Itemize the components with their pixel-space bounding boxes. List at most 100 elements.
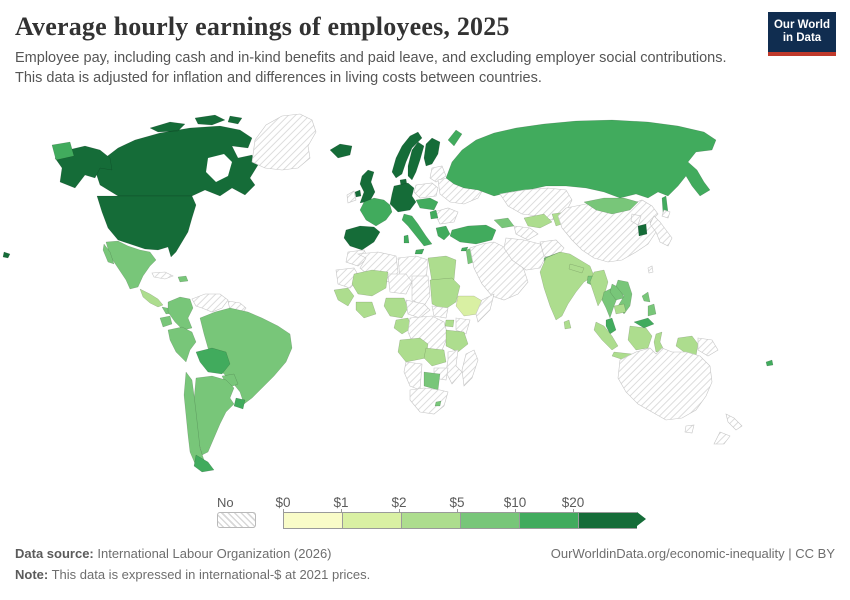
country-chile-south[interactable] [193,454,215,473]
country-romania-bulgaria[interactable] [433,207,459,225]
country-north-korea[interactable] [630,213,642,226]
country-madagascar[interactable] [461,349,479,387]
country-norway[interactable] [391,131,423,179]
country-senegal-guinea[interactable] [333,287,355,307]
country-iceland[interactable] [329,143,353,159]
country-sicily[interactable] [414,248,425,255]
country-hawaii[interactable] [2,251,11,259]
country-myanmar[interactable] [589,269,609,307]
legend-segment-3[interactable] [460,512,519,529]
country-bolivia[interactable] [195,347,231,375]
country-borneo-north[interactable] [633,317,655,329]
country-india[interactable] [539,251,595,321]
country-uzbekistan[interactable] [523,213,553,229]
country-mozambique[interactable] [445,349,463,385]
country-central-america[interactable] [139,288,164,308]
country-iran[interactable] [503,237,547,271]
country-kenya[interactable] [455,317,471,335]
legend-segment-1[interactable] [342,512,401,529]
country-indonesia-sumatra[interactable] [593,321,619,351]
country-papua-new-guinea[interactable] [697,337,719,357]
country-usa[interactable] [96,195,197,258]
country-indonesia-kalimantan[interactable] [627,325,653,351]
country-italy[interactable] [401,213,433,247]
country-germany-group[interactable] [389,182,417,213]
country-mongolia[interactable] [583,197,639,215]
country-peru[interactable] [167,326,197,363]
country-japan[interactable] [649,215,673,247]
note-value: This data is expressed in international-… [48,567,371,582]
country-philippines-south[interactable] [647,303,657,317]
country-baltics[interactable] [429,165,447,183]
country-uk[interactable] [359,169,376,204]
country-angola[interactable] [397,337,429,363]
legend-segment-5[interactable] [578,512,637,529]
country-south-africa[interactable] [409,387,449,415]
country-russia[interactable] [445,119,717,199]
country-botswana[interactable] [423,371,441,391]
country-chukotka-wrap[interactable] [51,141,75,161]
country-colombia[interactable] [167,296,194,331]
country-zambia[interactable] [423,347,447,367]
legend-segment-4[interactable] [519,512,578,529]
country-new-zealand-north[interactable] [725,413,743,431]
country-fiji[interactable] [765,359,774,367]
country-poland[interactable] [413,182,439,199]
country-turkey[interactable] [449,224,497,245]
country-hokkaido[interactable] [661,209,671,219]
country-gabon-congo[interactable] [393,317,413,335]
country-sri-lanka[interactable] [563,319,572,330]
country-tasmania[interactable] [684,424,695,434]
country-hispaniola[interactable] [177,275,189,283]
country-sudan[interactable] [429,277,461,311]
country-somalia[interactable] [475,293,495,323]
country-nepal[interactable] [568,263,585,274]
country-baja[interactable] [102,243,115,265]
country-australia[interactable] [617,347,713,421]
country-egypt[interactable] [427,255,457,283]
country-taiwan[interactable] [647,265,654,274]
country-chad[interactable] [411,275,431,307]
country-uruguay[interactable] [233,397,246,410]
country-new-zealand-south[interactable] [713,431,731,445]
country-serbia[interactable] [429,209,439,220]
country-cambodia[interactable] [613,303,627,315]
country-nigeria[interactable] [383,297,409,319]
country-sardinia[interactable] [403,234,410,244]
owid-logo[interactable]: Our World in Data [768,12,836,56]
legend-segment-0[interactable] [283,512,342,529]
country-czech-hungary[interactable] [415,197,439,211]
country-caucasus[interactable] [493,217,515,229]
country-tanzania[interactable] [445,329,469,353]
country-namibia[interactable] [403,361,423,391]
country-niger[interactable] [387,273,413,295]
country-cuba[interactable] [151,271,174,280]
owid-citation-link[interactable]: OurWorldinData.org/economic-inequality |… [550,546,835,561]
country-iberia[interactable] [343,225,381,251]
country-france[interactable] [359,197,393,227]
country-argentina[interactable] [193,375,235,456]
country-cameroon-car[interactable] [405,299,431,319]
country-greenland[interactable] [251,113,317,171]
country-lesotho[interactable] [434,400,442,407]
country-sweden[interactable] [407,141,425,181]
country-ivory-ghana[interactable] [355,301,377,319]
country-turkmenistan[interactable] [513,225,539,241]
country-malaysia-peninsular[interactable] [605,317,617,335]
country-novaya-zemlya[interactable] [447,129,463,147]
legend-no-data-swatch[interactable] [217,512,256,528]
country-south-sudan[interactable] [431,305,449,319]
legend-segment-2[interactable] [401,512,460,529]
country-south-korea[interactable] [637,223,648,237]
country-greece[interactable] [435,225,451,241]
country-ireland[interactable] [346,190,357,204]
country-uganda[interactable] [444,319,455,328]
country-finland[interactable] [423,137,441,167]
country-n-ireland[interactable] [354,189,362,198]
country-venezuela[interactable] [191,293,229,313]
country-ecuador[interactable] [159,315,173,328]
country-mali[interactable] [351,269,389,297]
country-philippines-north[interactable] [641,291,651,303]
country-mexico[interactable] [105,240,157,290]
country-canada[interactable] [94,114,259,197]
